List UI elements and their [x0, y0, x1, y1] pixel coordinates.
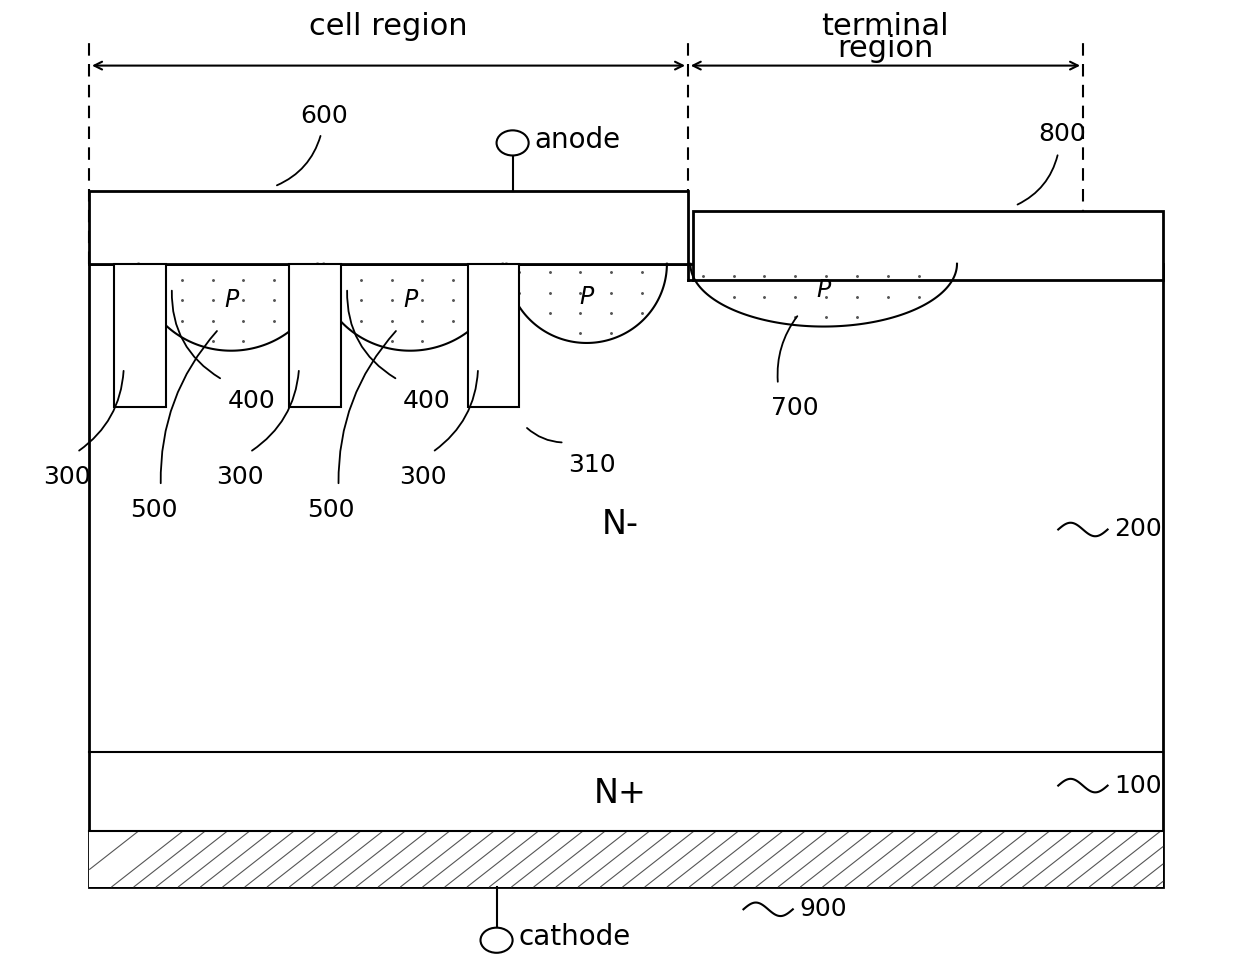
Text: 400: 400 — [403, 390, 450, 413]
Text: 800: 800 — [1038, 122, 1086, 146]
Text: anode: anode — [534, 126, 621, 154]
Bar — [114, 263, 166, 406]
Text: 310: 310 — [568, 453, 616, 477]
Bar — [89, 191, 688, 263]
Text: 500: 500 — [308, 498, 355, 522]
Text: region: region — [837, 34, 934, 63]
Circle shape — [496, 130, 528, 156]
Text: cell region: cell region — [309, 13, 467, 42]
Text: N-: N- — [601, 508, 639, 541]
Bar — [289, 263, 341, 406]
Text: 100: 100 — [1114, 774, 1162, 798]
Text: N+: N+ — [594, 777, 646, 810]
Text: 700: 700 — [770, 397, 818, 420]
Text: 300: 300 — [399, 465, 446, 489]
Text: 300: 300 — [216, 465, 264, 489]
Text: 900: 900 — [799, 897, 847, 921]
Bar — [693, 211, 1163, 280]
Text: 300: 300 — [43, 465, 91, 489]
Bar — [89, 831, 1163, 887]
Text: P: P — [579, 285, 594, 309]
Text: 200: 200 — [1114, 517, 1162, 541]
Text: P: P — [817, 278, 831, 302]
Text: P: P — [403, 289, 418, 312]
Text: 600: 600 — [300, 104, 347, 128]
Text: 500: 500 — [130, 498, 177, 522]
Text: 400: 400 — [227, 390, 275, 413]
Text: cathode: cathode — [518, 923, 631, 952]
Text: terminal: terminal — [822, 13, 949, 42]
Circle shape — [481, 927, 512, 953]
Bar — [89, 263, 1163, 887]
Bar — [469, 263, 518, 406]
Text: P: P — [224, 289, 238, 312]
